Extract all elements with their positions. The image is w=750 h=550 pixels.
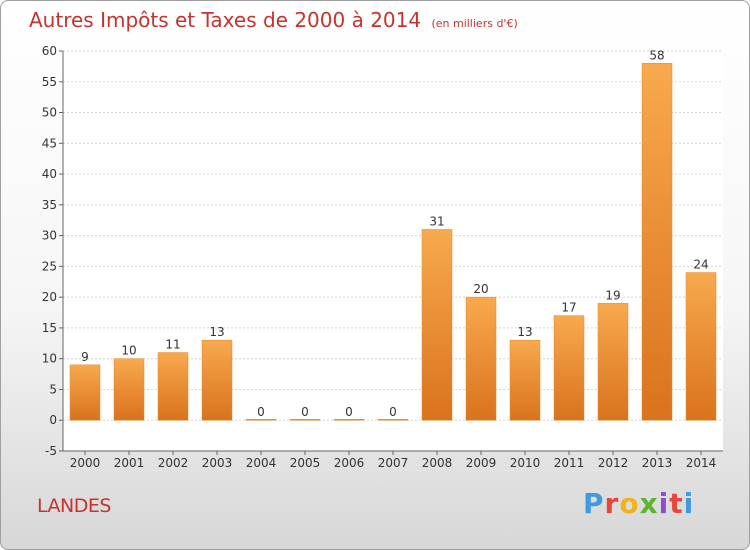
- chart-title: Autres Impôts et Taxes de 2000 à 2014 (e…: [29, 8, 518, 32]
- y-tick-label: 20: [42, 290, 57, 304]
- x-tick-label-2012: 2012: [598, 456, 629, 470]
- value-label-2013: 58: [649, 48, 664, 62]
- y-tick-label: 55: [42, 75, 57, 89]
- logo-letter: i: [683, 487, 695, 520]
- y-tick-label: 60: [42, 44, 57, 58]
- logo-letter: o: [619, 487, 640, 520]
- bar-2014: [685, 272, 717, 421]
- bar-2011: [553, 315, 585, 421]
- x-tick-label-2000: 2000: [70, 456, 101, 470]
- value-label-2012: 19: [605, 288, 620, 302]
- bar-2012: [597, 303, 629, 421]
- bar-2013: [641, 63, 673, 421]
- x-tick-label-2005: 2005: [290, 456, 321, 470]
- x-tick-label-2007: 2007: [378, 456, 409, 470]
- y-tick-label: 35: [42, 198, 57, 212]
- logo-letter: x: [639, 487, 659, 520]
- bar-2002: [157, 352, 189, 421]
- x-tick-label-2010: 2010: [510, 456, 541, 470]
- chart-subtitle: (en milliers d'€): [431, 17, 518, 30]
- bar-2006: [333, 418, 365, 421]
- bar-2010: [509, 339, 541, 421]
- value-label-2003: 13: [209, 325, 224, 339]
- logo-letter: i: [658, 487, 670, 520]
- value-label-2010: 13: [517, 325, 532, 339]
- y-tick-label: 5: [49, 382, 57, 396]
- x-tick-label-2001: 2001: [114, 456, 145, 470]
- bar-2000: [69, 364, 101, 421]
- value-label-2001: 10: [121, 344, 136, 358]
- region-name: LANDES: [37, 495, 111, 517]
- y-tick-label: 25: [42, 259, 57, 273]
- x-tick-label-2009: 2009: [466, 456, 497, 470]
- value-label-2011: 17: [561, 301, 576, 315]
- bar-2007: [377, 418, 409, 421]
- x-tick-label-2006: 2006: [334, 456, 365, 470]
- logo-letter: r: [604, 487, 620, 520]
- y-tick-label: 10: [42, 352, 57, 366]
- value-label-2014: 24: [693, 258, 708, 272]
- bar-2003: [201, 339, 233, 421]
- bar-2001: [113, 358, 145, 421]
- logo-letter: P: [583, 487, 605, 520]
- x-tick-label-2008: 2008: [422, 456, 453, 470]
- x-tick-label-2014: 2014: [686, 456, 717, 470]
- value-label-2008: 31: [429, 214, 444, 228]
- value-label-2007: 0: [389, 405, 397, 419]
- y-tick-label: 45: [42, 136, 57, 150]
- bar-2008: [421, 229, 453, 421]
- y-tick-label: -5: [45, 444, 57, 458]
- y-tick-label: 50: [42, 106, 57, 120]
- value-label-2000: 9: [81, 350, 89, 364]
- y-tick-label: 15: [42, 321, 57, 335]
- chart-title-text: Autres Impôts et Taxes de 2000 à 2014: [29, 8, 422, 32]
- value-label-2009: 20: [473, 282, 488, 296]
- value-label-2002: 11: [165, 338, 180, 352]
- y-tick-label: 0: [49, 413, 57, 427]
- proxiti-logo: Proxiti: [583, 487, 694, 520]
- logo-letter: t: [669, 487, 684, 520]
- y-tick-label: 40: [42, 167, 57, 181]
- y-tick-label: 30: [42, 229, 57, 243]
- bar-2005: [289, 418, 321, 421]
- value-label-2004: 0: [257, 405, 265, 419]
- value-label-2005: 0: [301, 405, 309, 419]
- value-label-2006: 0: [345, 405, 353, 419]
- x-tick-label-2003: 2003: [202, 456, 233, 470]
- bar-2004: [245, 418, 277, 421]
- x-tick-label-2002: 2002: [158, 456, 189, 470]
- x-tick-label-2004: 2004: [246, 456, 277, 470]
- bar-2009: [465, 296, 497, 421]
- x-tick-label-2013: 2013: [642, 456, 673, 470]
- x-tick-label-2011: 2011: [554, 456, 585, 470]
